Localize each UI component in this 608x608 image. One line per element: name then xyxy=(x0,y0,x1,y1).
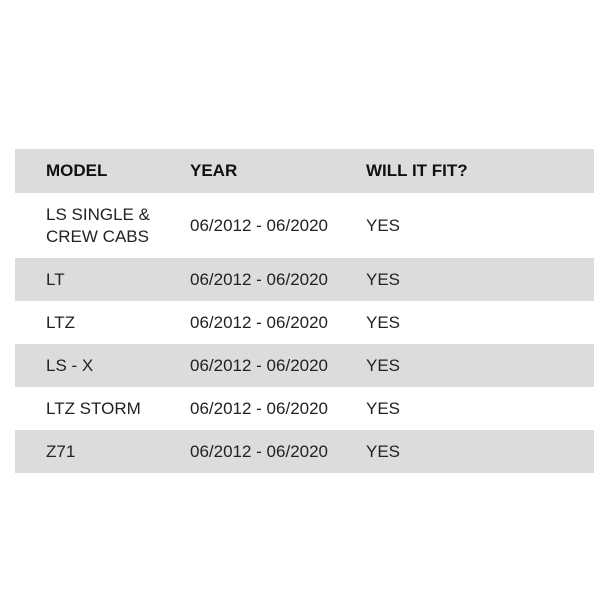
cell-fit: YES xyxy=(366,355,401,375)
table-row: LTZ STORM 06/2012 - 06/2020 YES xyxy=(15,387,594,430)
cell-fit: YES xyxy=(366,312,401,332)
cell-fit: YES xyxy=(366,215,401,235)
table-row: LTZ 06/2012 - 06/2020 YES xyxy=(15,301,594,344)
table-header-row: MODEL YEAR WILL IT FIT? xyxy=(15,149,594,193)
header-fit: WILL IT FIT? xyxy=(366,161,468,180)
cell-model: LS - X xyxy=(46,355,94,375)
table-row: LS SINGLE & CREW CABS 06/2012 - 06/2020 … xyxy=(15,193,594,258)
header-year: YEAR xyxy=(190,161,238,180)
cell-year: 06/2012 - 06/2020 xyxy=(190,269,329,289)
cell-fit: YES xyxy=(366,398,401,418)
cell-model: LT xyxy=(46,269,65,289)
cell-year: 06/2012 - 06/2020 xyxy=(190,441,329,461)
cell-fit: YES xyxy=(366,269,401,289)
cell-year: 06/2012 - 06/2020 xyxy=(190,398,329,418)
cell-year: 06/2012 - 06/2020 xyxy=(190,312,329,332)
header-model: MODEL xyxy=(46,161,108,180)
fitment-table: MODEL YEAR WILL IT FIT? LS SINGLE & CREW… xyxy=(15,149,594,473)
cell-model: Z71 xyxy=(46,441,76,461)
cell-model: LS SINGLE & CREW CABS xyxy=(46,204,150,246)
table-row: Z71 06/2012 - 06/2020 YES xyxy=(15,430,594,473)
cell-model: LTZ STORM xyxy=(46,398,141,418)
table-row: LS - X 06/2012 - 06/2020 YES xyxy=(15,344,594,387)
cell-year: 06/2012 - 06/2020 xyxy=(190,215,329,235)
cell-year: 06/2012 - 06/2020 xyxy=(190,355,329,375)
cell-fit: YES xyxy=(366,441,401,461)
cell-model: LTZ xyxy=(46,312,75,332)
table-row: LT 06/2012 - 06/2020 YES xyxy=(15,258,594,301)
